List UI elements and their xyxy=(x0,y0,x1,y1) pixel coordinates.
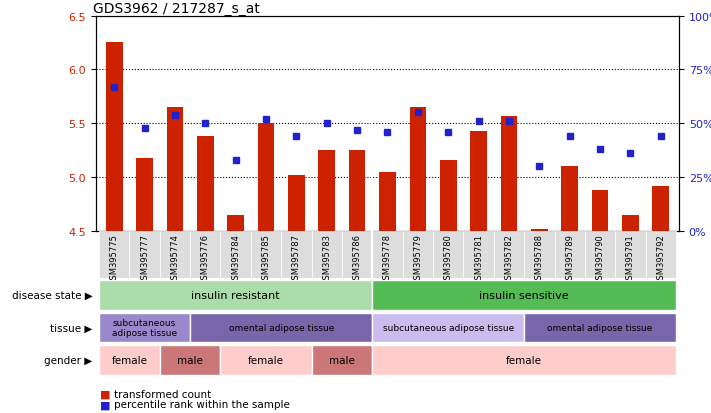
Bar xyxy=(501,116,518,231)
Text: GDS3962 / 217287_s_at: GDS3962 / 217287_s_at xyxy=(93,2,260,16)
Text: omental adipose tissue: omental adipose tissue xyxy=(228,323,334,332)
FancyBboxPatch shape xyxy=(342,231,373,279)
Bar xyxy=(349,151,365,231)
FancyBboxPatch shape xyxy=(160,231,190,279)
FancyBboxPatch shape xyxy=(493,231,524,279)
Text: GSM395781: GSM395781 xyxy=(474,234,483,285)
Text: GSM395785: GSM395785 xyxy=(262,234,270,285)
Text: GSM395784: GSM395784 xyxy=(231,234,240,285)
Text: female: female xyxy=(112,355,147,365)
Bar xyxy=(319,151,335,231)
FancyBboxPatch shape xyxy=(220,345,311,375)
Text: male: male xyxy=(329,355,355,365)
Text: GSM395779: GSM395779 xyxy=(413,234,422,285)
Text: GSM395787: GSM395787 xyxy=(292,234,301,285)
FancyBboxPatch shape xyxy=(311,231,342,279)
FancyBboxPatch shape xyxy=(555,231,585,279)
Bar xyxy=(106,43,122,231)
Text: insulin sensitive: insulin sensitive xyxy=(479,290,569,301)
Bar xyxy=(288,176,305,231)
Bar xyxy=(257,124,274,231)
Text: GSM395778: GSM395778 xyxy=(383,234,392,285)
Text: GSM395776: GSM395776 xyxy=(201,234,210,285)
FancyBboxPatch shape xyxy=(311,345,373,375)
Bar xyxy=(166,108,183,231)
Bar xyxy=(379,172,396,231)
FancyBboxPatch shape xyxy=(433,231,464,279)
Text: ■: ■ xyxy=(100,389,110,399)
FancyBboxPatch shape xyxy=(282,231,311,279)
Text: female: female xyxy=(248,355,284,365)
Text: GSM395788: GSM395788 xyxy=(535,234,544,285)
FancyBboxPatch shape xyxy=(524,231,555,279)
FancyBboxPatch shape xyxy=(373,313,524,343)
FancyBboxPatch shape xyxy=(646,231,676,279)
Text: GSM395775: GSM395775 xyxy=(109,234,119,285)
Text: GSM395783: GSM395783 xyxy=(322,234,331,285)
Bar xyxy=(653,186,669,231)
FancyBboxPatch shape xyxy=(251,231,282,279)
Text: GSM395774: GSM395774 xyxy=(171,234,179,285)
Text: insulin resistant: insulin resistant xyxy=(191,290,280,301)
Bar xyxy=(622,215,638,231)
Text: female: female xyxy=(506,355,542,365)
Text: male: male xyxy=(177,355,203,365)
FancyBboxPatch shape xyxy=(190,313,373,343)
FancyBboxPatch shape xyxy=(190,231,220,279)
FancyBboxPatch shape xyxy=(220,231,251,279)
FancyBboxPatch shape xyxy=(373,345,676,375)
FancyBboxPatch shape xyxy=(99,281,373,311)
Text: GSM395780: GSM395780 xyxy=(444,234,453,285)
Text: subcutaneous
adipose tissue: subcutaneous adipose tissue xyxy=(112,318,177,337)
Text: percentile rank within the sample: percentile rank within the sample xyxy=(114,399,289,409)
Text: GSM395786: GSM395786 xyxy=(353,234,362,285)
FancyBboxPatch shape xyxy=(99,345,160,375)
FancyBboxPatch shape xyxy=(464,231,493,279)
Bar xyxy=(197,137,213,231)
Text: tissue ▶: tissue ▶ xyxy=(50,323,92,333)
Text: disease state ▶: disease state ▶ xyxy=(11,290,92,301)
FancyBboxPatch shape xyxy=(373,231,402,279)
FancyBboxPatch shape xyxy=(99,313,190,343)
Bar xyxy=(228,215,244,231)
Bar xyxy=(137,158,153,231)
FancyBboxPatch shape xyxy=(615,231,646,279)
Bar xyxy=(440,160,456,231)
Text: GSM395782: GSM395782 xyxy=(505,234,513,285)
Bar xyxy=(562,167,578,231)
FancyBboxPatch shape xyxy=(160,345,220,375)
FancyBboxPatch shape xyxy=(585,231,615,279)
FancyBboxPatch shape xyxy=(99,231,129,279)
Text: transformed count: transformed count xyxy=(114,389,211,399)
Text: subcutaneous adipose tissue: subcutaneous adipose tissue xyxy=(383,323,514,332)
FancyBboxPatch shape xyxy=(402,231,433,279)
Text: GSM395789: GSM395789 xyxy=(565,234,574,285)
Bar xyxy=(592,190,609,231)
Text: ■: ■ xyxy=(100,399,110,409)
Bar xyxy=(470,131,487,231)
Bar xyxy=(410,108,426,231)
FancyBboxPatch shape xyxy=(129,231,160,279)
Text: omental adipose tissue: omental adipose tissue xyxy=(547,323,653,332)
Text: GSM395792: GSM395792 xyxy=(656,234,665,284)
FancyBboxPatch shape xyxy=(373,281,676,311)
Text: gender ▶: gender ▶ xyxy=(44,355,92,365)
Bar xyxy=(531,229,547,231)
FancyBboxPatch shape xyxy=(524,313,676,343)
Text: GSM395777: GSM395777 xyxy=(140,234,149,285)
Text: GSM395790: GSM395790 xyxy=(596,234,604,284)
Text: GSM395791: GSM395791 xyxy=(626,234,635,284)
